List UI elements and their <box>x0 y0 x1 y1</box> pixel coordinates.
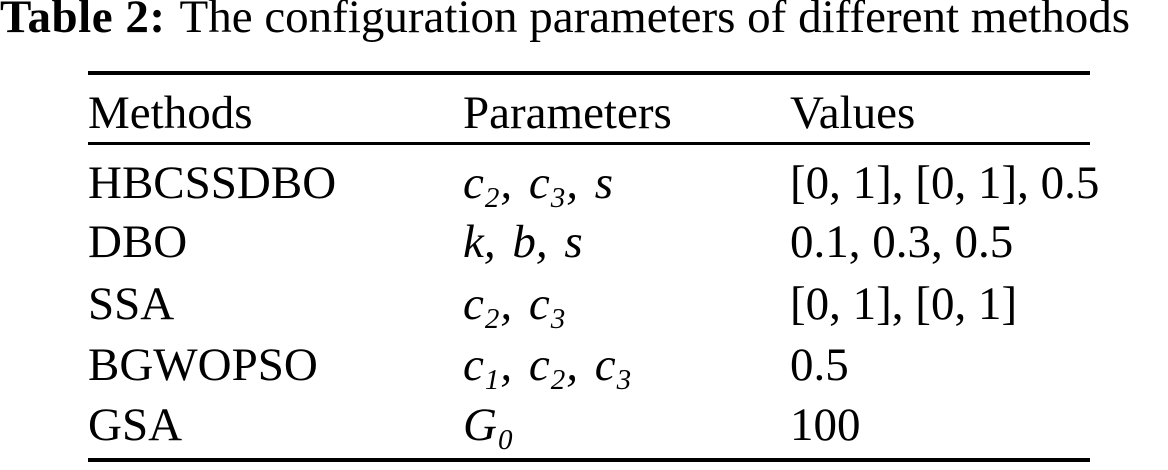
parameters-cell: G0 <box>463 399 513 457</box>
parameter-subscript: 2 <box>484 182 500 214</box>
parameter-symbol: b <box>512 216 536 268</box>
parameter-subscript: 0 <box>497 424 513 456</box>
table-bottom-rule <box>88 458 1090 462</box>
method-cell: DBO <box>88 216 188 268</box>
values-cell: [0, 1], [0, 1], 0.5 <box>790 157 1100 209</box>
column-header-methods: Methods <box>88 87 253 139</box>
values-cell: 100 <box>790 399 861 451</box>
method-cell: GSA <box>88 399 183 451</box>
table-header-rule <box>88 142 1090 145</box>
method-cell: BGWOPSO <box>88 339 318 391</box>
parameter-symbol: c <box>463 278 484 330</box>
table-row: BGWOPSO c1, c2, c3 0.5 <box>88 339 1090 397</box>
method-cell: HBCSSDBO <box>88 157 337 209</box>
parameters-cell: k, b, s <box>463 216 583 268</box>
values-cell: 0.1, 0.3, 0.5 <box>790 216 1014 268</box>
parameter-subscript: 3 <box>550 303 566 335</box>
table-row: SSA c2, c3 [0, 1], [0, 1] <box>88 278 1090 336</box>
parameter-symbol: s <box>594 157 614 209</box>
parameter-symbol: c <box>463 157 484 209</box>
values-cell: [0, 1], [0, 1] <box>790 278 1018 330</box>
parameter-symbol: s <box>564 216 583 268</box>
column-header-parameters: Parameters <box>463 87 672 139</box>
parameters-cell: c2, c3, s <box>463 157 614 215</box>
parameters-cell: c1, c2, c3 <box>463 339 632 397</box>
parameter-symbol: c <box>463 339 484 391</box>
parameter-symbol: k <box>463 216 484 268</box>
table-caption-text: The configuration parameters of differen… <box>179 0 1131 43</box>
parameter-symbol: c <box>528 278 550 330</box>
parameter-symbol: c <box>528 157 550 209</box>
column-header-values: Values <box>790 87 916 139</box>
parameter-subscript: 2 <box>550 364 566 396</box>
parameter-symbol: c <box>528 339 550 391</box>
values-cell: 0.5 <box>790 339 849 391</box>
table-caption-label: Table 2: <box>0 0 166 43</box>
method-cell: SSA <box>88 278 175 330</box>
parameter-subscript: 1 <box>484 364 500 396</box>
table-header-row: Methods Parameters Values <box>88 90 1090 140</box>
table-row: DBO k, b, s 0.1, 0.3, 0.5 <box>88 219 1090 269</box>
parameter-subscript: 3 <box>616 364 632 396</box>
parameter-symbol: G <box>463 399 497 451</box>
table-top-rule <box>88 71 1090 75</box>
parameters-cell: c2, c3 <box>463 278 566 336</box>
table-row: HBCSSDBO c2, c3, s [0, 1], [0, 1], 0.5 <box>88 157 1099 215</box>
parameter-subscript: 3 <box>550 182 566 214</box>
table-row: GSA G0 100 <box>88 399 1090 457</box>
table-caption: Table 2: The configuration parameters of … <box>0 0 1130 41</box>
parameter-symbol: c <box>594 339 616 391</box>
parameter-subscript: 2 <box>484 303 500 335</box>
